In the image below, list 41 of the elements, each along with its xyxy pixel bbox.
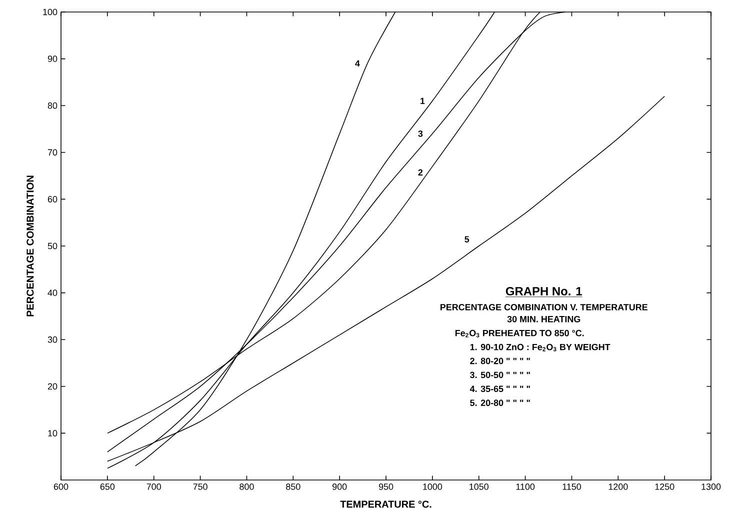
series-label: 4 <box>355 60 360 67</box>
x-tick-label: 1300 <box>702 484 721 490</box>
y-tick-label: 10 <box>48 430 58 436</box>
x-tick-label: 750 <box>193 484 208 490</box>
x-tick-label: 1250 <box>655 484 674 490</box>
y-tick-label: 70 <box>48 149 58 156</box>
y-tick-label: 50 <box>48 242 58 250</box>
text: PERCENTAGE COMBINATION V. TEMPERATURE <box>440 304 648 310</box>
x-tick-label: 900 <box>332 484 347 490</box>
x-tick-label: 800 <box>240 484 254 490</box>
x-tick-label: 1200 <box>608 484 628 490</box>
y-tick-label: 80 <box>48 102 58 109</box>
x-tick-label: 850 <box>286 484 300 490</box>
annotation: 3. 50-50 " " " " <box>470 372 530 378</box>
y-tick-label: 90 <box>48 56 58 62</box>
x-axis-title: TEMPERATURE °C. <box>340 500 432 508</box>
x-tick-label: 700 <box>146 484 161 490</box>
y-tick-label: 40 <box>48 290 58 296</box>
x-tick-label: 650 <box>100 484 115 490</box>
annotation: 30 MIN. HEATING <box>507 316 580 322</box>
series-label: 2 <box>418 169 423 176</box>
x-tick-label: 1100 <box>516 484 535 490</box>
y-tick-label: 30 <box>48 336 58 343</box>
annotation: 2. 80-20 " " " " <box>470 358 530 364</box>
annotation: 5. 20-80 " " " " <box>470 400 530 406</box>
x-tick-label: 1150 <box>562 484 582 490</box>
annotation: Fe$_{2}$O$_{3}$ PREHEATED TO 850 °C. <box>455 330 584 338</box>
annotation: 4. 35-65 " " " " <box>470 386 530 392</box>
series-label: 5 <box>464 236 470 242</box>
x-tick-label: 600 <box>54 484 68 490</box>
x-tick-label: 1050 <box>470 484 488 490</box>
x-tick-label: 950 <box>378 484 394 490</box>
y-tick-label: 100 <box>43 8 58 16</box>
y-tick-label: 60 <box>48 196 58 202</box>
annotation: 1. 90-10 ZnO : Fe$_{2}$O$_{3}$ BY WEIGHT <box>470 344 610 352</box>
text: GRAPH No. 1 <box>506 286 582 296</box>
series-label: 1 <box>420 98 425 104</box>
y-axis-title: PERCENTAGE COMBINATION <box>26 176 34 316</box>
series-label: 3 <box>418 130 423 137</box>
x-tick-label: 1000 <box>423 484 442 490</box>
y-tick-label: 20 <box>48 383 58 390</box>
